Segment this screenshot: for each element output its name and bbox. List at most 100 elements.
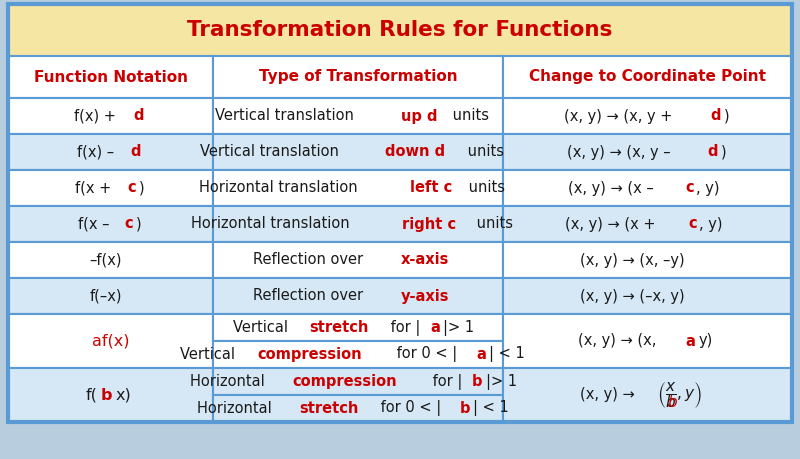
Text: Horizontal: Horizontal (190, 374, 270, 389)
Text: x-axis: x-axis (401, 252, 449, 268)
Text: d: d (134, 108, 144, 123)
Text: Vertical: Vertical (233, 320, 292, 335)
Text: compression: compression (293, 374, 398, 389)
Bar (213, 134, 503, 170)
Text: ): ) (139, 180, 145, 196)
Text: units: units (464, 180, 505, 196)
Text: f(x –: f(x – (78, 217, 114, 231)
Text: y-axis: y-axis (401, 289, 450, 303)
Bar (8, 314, 213, 368)
Bar (213, 341, 503, 368)
Text: (x, y) → (x –: (x, y) → (x – (569, 180, 659, 196)
Text: Function Notation: Function Notation (34, 69, 187, 84)
Bar (213, 242, 503, 278)
Text: Reflection over: Reflection over (253, 252, 367, 268)
Text: c: c (685, 180, 694, 196)
Text: (x, y) → (x +: (x, y) → (x + (566, 217, 661, 231)
Bar (213, 206, 503, 242)
Text: f(x +: f(x + (75, 180, 116, 196)
Text: c: c (128, 180, 136, 196)
Text: ): ) (136, 217, 142, 231)
Text: |> 1: |> 1 (486, 374, 517, 390)
Bar (8, 206, 213, 242)
Text: units: units (448, 108, 489, 123)
Text: Reflection over: Reflection over (253, 289, 367, 303)
Text: a: a (430, 320, 440, 335)
Text: right c: right c (402, 217, 456, 231)
Bar (503, 134, 792, 170)
Text: up d: up d (401, 108, 437, 123)
Text: af(x): af(x) (92, 334, 130, 348)
Text: a: a (477, 347, 486, 362)
Bar (503, 206, 792, 242)
Text: stretch: stretch (310, 320, 369, 335)
Bar (213, 170, 503, 206)
Text: ): ) (721, 145, 726, 159)
Bar (503, 98, 792, 134)
Bar (8, 170, 213, 206)
Bar (503, 314, 792, 368)
Text: | < 1: | < 1 (474, 401, 509, 416)
Bar (503, 278, 792, 314)
Bar (213, 56, 503, 98)
Text: | < 1: | < 1 (490, 347, 525, 363)
Text: Vertical translation: Vertical translation (215, 108, 359, 123)
Text: a: a (686, 334, 695, 348)
Text: d: d (707, 145, 718, 159)
Text: (x, y) → (x, y +: (x, y) → (x, y + (564, 108, 677, 123)
Text: Type of Transformation: Type of Transformation (258, 69, 458, 84)
Bar (8, 278, 213, 314)
Text: f(x) +: f(x) + (74, 108, 120, 123)
Text: |> 1: |> 1 (443, 319, 474, 336)
Text: Transformation Rules for Functions: Transformation Rules for Functions (187, 20, 613, 40)
Text: for 0 < |: for 0 < | (393, 347, 458, 363)
Text: d: d (710, 108, 721, 123)
Bar (503, 170, 792, 206)
Text: for 0 < |: for 0 < | (375, 401, 441, 416)
Bar (8, 134, 213, 170)
Text: units: units (463, 145, 504, 159)
Bar (213, 98, 503, 134)
Text: Change to Coordinate Point: Change to Coordinate Point (529, 69, 766, 84)
Text: y): y) (698, 334, 713, 348)
Text: (x, y) →: (x, y) → (580, 387, 639, 403)
Bar (503, 368, 792, 422)
Bar (503, 56, 792, 98)
Text: units: units (472, 217, 513, 231)
Bar (8, 56, 213, 98)
Text: f(: f( (86, 387, 97, 403)
Bar (213, 395, 503, 422)
Text: for |: for | (428, 374, 462, 390)
Text: compression: compression (258, 347, 362, 362)
Bar (213, 314, 503, 341)
Bar (8, 98, 213, 134)
Bar (8, 368, 213, 422)
Text: left c: left c (410, 180, 452, 196)
Bar (8, 4, 792, 56)
Text: , y): , y) (696, 180, 720, 196)
Text: d: d (130, 145, 141, 159)
Text: c: c (125, 217, 134, 231)
Text: b: b (101, 387, 112, 403)
Text: x): x) (115, 387, 131, 403)
Text: f(–x): f(–x) (90, 289, 122, 303)
Text: c: c (688, 217, 697, 231)
Text: $\left(\dfrac{x}{b}, y\right)$: $\left(\dfrac{x}{b}, y\right)$ (657, 380, 702, 410)
Text: down d: down d (386, 145, 446, 159)
Text: Horizontal translation: Horizontal translation (199, 180, 362, 196)
Text: (x, y) → (x, –y): (x, y) → (x, –y) (580, 252, 685, 268)
Bar (213, 278, 503, 314)
Text: Vertical translation: Vertical translation (200, 145, 344, 159)
Text: stretch: stretch (299, 401, 358, 416)
Text: b: b (460, 401, 470, 416)
Text: (x, y) → (x,: (x, y) → (x, (578, 334, 662, 348)
Text: Vertical: Vertical (181, 347, 240, 362)
Text: Horizontal translation: Horizontal translation (191, 217, 354, 231)
Text: for |: for | (386, 319, 421, 336)
Text: f(x) –: f(x) – (77, 145, 118, 159)
Bar (8, 242, 213, 278)
Text: –f(x): –f(x) (90, 252, 122, 268)
Text: Horizontal: Horizontal (197, 401, 276, 416)
Text: b: b (472, 374, 482, 389)
Bar (503, 242, 792, 278)
